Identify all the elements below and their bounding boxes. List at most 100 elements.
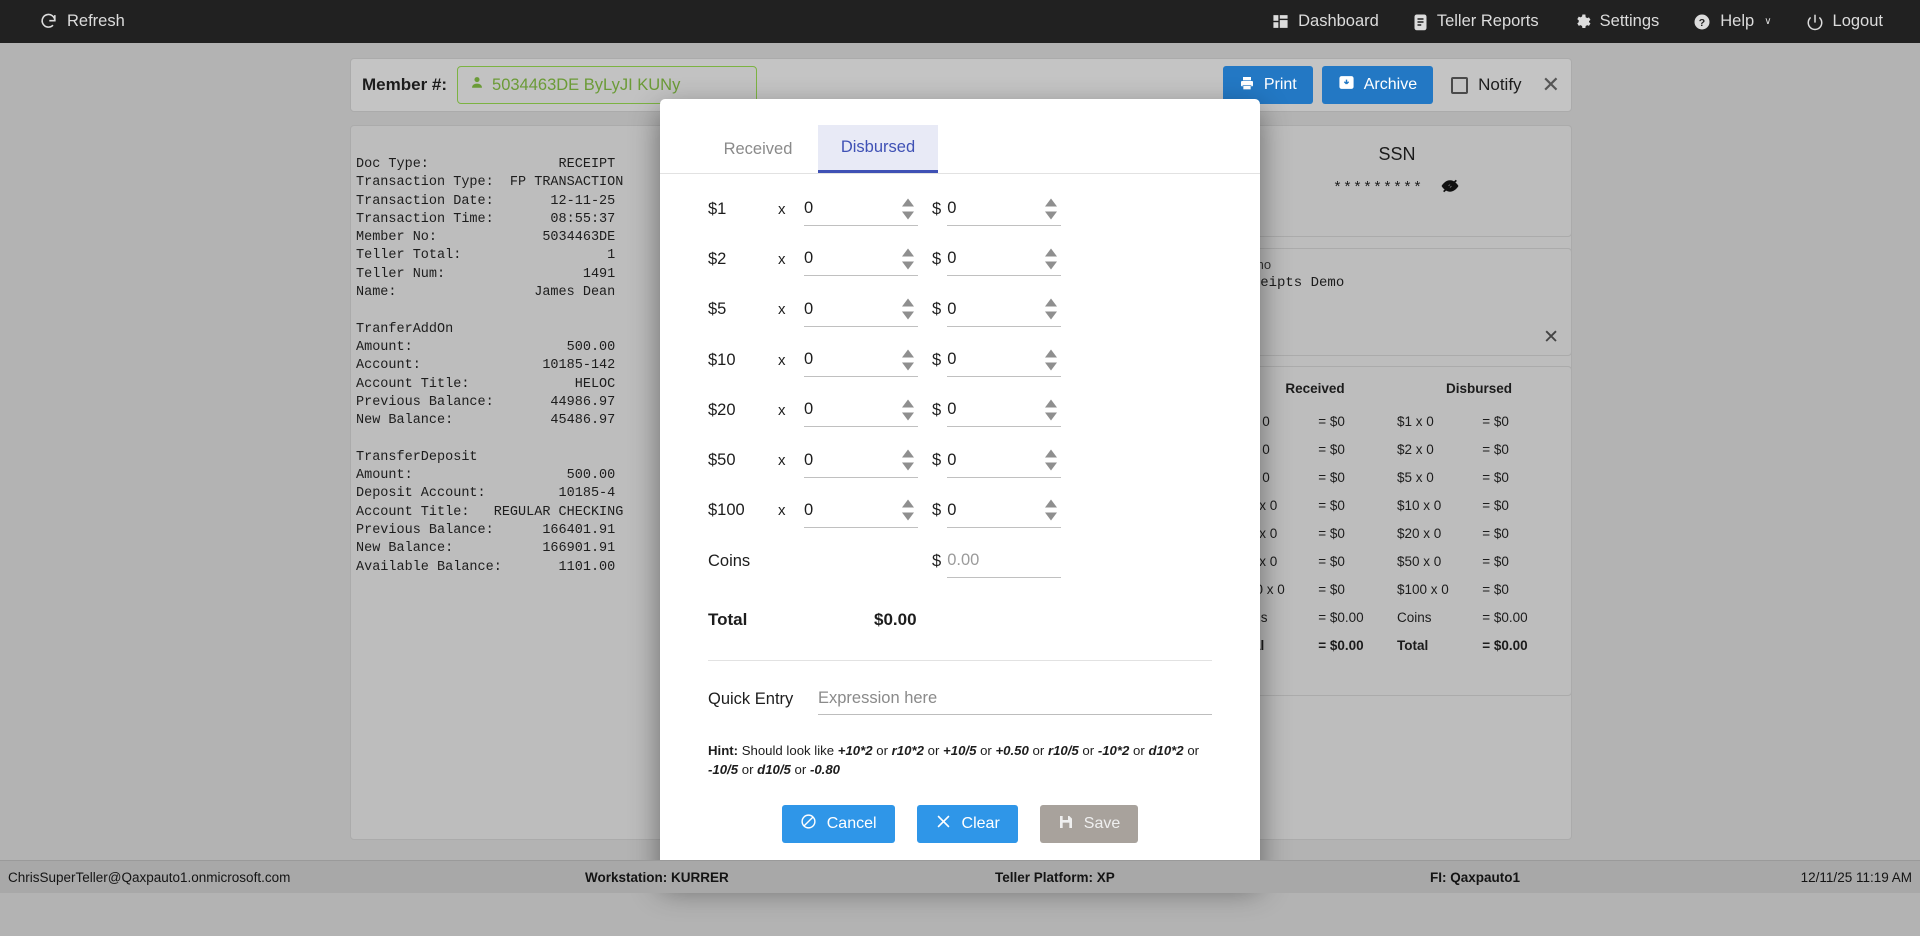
archive-button[interactable]: Archive xyxy=(1321,66,1434,104)
member-search-input[interactable]: 5034463DE ByLyJI KUNy xyxy=(457,66,758,104)
denomination-amount-spinner[interactable] xyxy=(1045,198,1058,220)
spinner-up-icon[interactable] xyxy=(1045,298,1058,307)
denomination-amount-input[interactable] xyxy=(947,400,1028,420)
denomination-count-input[interactable] xyxy=(804,500,884,520)
spinner-down-icon[interactable] xyxy=(902,211,914,220)
spinner-down-icon[interactable] xyxy=(902,261,914,270)
close-icon[interactable]: ✕ xyxy=(1541,72,1560,97)
denomination-amount-field[interactable] xyxy=(947,242,1062,277)
spinner-up-icon[interactable] xyxy=(1045,449,1058,458)
denomination-count-spinner[interactable] xyxy=(902,349,914,371)
cell-received-amount: = $0.00 xyxy=(1318,609,1364,625)
cell-disbursed-amount: = $0 xyxy=(1482,413,1509,429)
nav-logout[interactable]: Logout xyxy=(1789,0,1900,43)
spinner-up-icon[interactable] xyxy=(902,298,914,307)
denomination-count-spinner[interactable] xyxy=(902,298,914,320)
denomination-count-input[interactable] xyxy=(804,400,884,420)
spinner-up-icon[interactable] xyxy=(902,349,914,358)
refresh-button[interactable]: Refresh xyxy=(22,0,142,43)
denomination-count-input[interactable] xyxy=(804,350,884,370)
cell-disbursed-amount: = $0 xyxy=(1482,441,1509,457)
denomination-amount-field[interactable] xyxy=(947,293,1062,327)
quick-entry-input[interactable] xyxy=(818,689,1212,709)
denomination-count-field[interactable] xyxy=(804,192,918,227)
denomination-amount-spinner[interactable] xyxy=(1045,449,1058,471)
spinner-up-icon[interactable] xyxy=(902,449,914,458)
denomination-count-input[interactable] xyxy=(804,450,884,470)
denomination-amount-input[interactable] xyxy=(947,249,1028,269)
print-button[interactable]: Print xyxy=(1222,66,1313,104)
denomination-amount-input[interactable] xyxy=(947,500,1028,520)
spinner-down-icon[interactable] xyxy=(1045,311,1058,320)
denomination-count-spinner[interactable] xyxy=(902,248,914,270)
cell-disbursed-denom: $2 x 0 xyxy=(1396,441,1434,457)
topnav-right-group: Dashboard Teller Reports Settings xyxy=(1255,0,1900,43)
notify-checkbox-box[interactable] xyxy=(1451,76,1469,94)
denomination-count-spinner[interactable] xyxy=(902,198,914,220)
denomination-amount-spinner[interactable] xyxy=(1045,248,1058,270)
spinner-up-icon[interactable] xyxy=(1045,349,1058,358)
denomination-count-spinner[interactable] xyxy=(902,499,914,521)
denomination-count-input[interactable] xyxy=(804,249,884,269)
denomination-amount-spinner[interactable] xyxy=(1045,399,1058,421)
spinner-down-icon[interactable] xyxy=(902,311,914,320)
denomination-amount-field[interactable] xyxy=(947,393,1062,428)
denomination-amount-input[interactable] xyxy=(947,299,1028,319)
denomination-count-field[interactable] xyxy=(804,343,918,378)
denomination-amount-field[interactable] xyxy=(947,494,1062,528)
spinner-up-icon[interactable] xyxy=(1045,499,1058,508)
tab-received[interactable]: Received xyxy=(723,139,793,158)
nav-dashboard[interactable]: Dashboard xyxy=(1255,0,1396,43)
spinner-down-icon[interactable] xyxy=(902,412,914,421)
spinner-down-icon[interactable] xyxy=(902,512,914,521)
denomination-count-spinner[interactable] xyxy=(902,399,914,421)
cancel-button[interactable]: Cancel xyxy=(781,805,895,844)
denomination-amount-input[interactable] xyxy=(947,450,1028,470)
spinner-down-icon[interactable] xyxy=(1045,211,1058,220)
coins-amount-field[interactable] xyxy=(947,544,1062,579)
eye-off-icon[interactable] xyxy=(1439,177,1461,200)
denomination-amount-field[interactable] xyxy=(947,444,1062,478)
denomination-amount-input[interactable] xyxy=(947,350,1028,370)
denomination-amount-field[interactable] xyxy=(947,343,1062,378)
spinner-up-icon[interactable] xyxy=(1045,198,1058,207)
spinner-up-icon[interactable] xyxy=(902,248,914,257)
clear-button[interactable]: Clear xyxy=(916,805,1018,844)
spinner-down-icon[interactable] xyxy=(1045,412,1058,421)
spinner-down-icon[interactable] xyxy=(1045,261,1058,270)
tab-disbursed[interactable]: Disbursed xyxy=(818,125,938,173)
denomination-count-field[interactable] xyxy=(804,494,918,528)
spinner-down-icon[interactable] xyxy=(1045,362,1058,371)
denomination-count-input[interactable] xyxy=(804,199,884,219)
denomination-amount-spinner[interactable] xyxy=(1045,349,1058,371)
denomination-count-spinner[interactable] xyxy=(902,449,914,471)
spinner-up-icon[interactable] xyxy=(1045,399,1058,408)
nav-teller-reports[interactable]: Teller Reports xyxy=(1396,0,1556,43)
denomination-count-input[interactable] xyxy=(804,299,884,319)
spinner-up-icon[interactable] xyxy=(902,499,914,508)
quick-entry-field[interactable] xyxy=(818,683,1212,716)
denomination-amount-spinner[interactable] xyxy=(1045,298,1058,320)
denomination-amount-field[interactable] xyxy=(947,192,1062,227)
spinner-up-icon[interactable] xyxy=(902,198,914,207)
memo-close-icon[interactable]: ✕ xyxy=(1543,327,1559,348)
spinner-down-icon[interactable] xyxy=(902,462,914,471)
spinner-down-icon[interactable] xyxy=(1045,462,1058,471)
denomination-count-field[interactable] xyxy=(804,293,918,327)
notify-checkbox[interactable]: Notify xyxy=(1451,75,1522,95)
spinner-down-icon[interactable] xyxy=(1045,512,1058,521)
nav-help[interactable]: ? Help ∨ xyxy=(1676,0,1788,43)
footer-platform-label: Teller Platform: xyxy=(995,870,1094,885)
coins-amount-input[interactable] xyxy=(947,551,1052,571)
denomination-count-field[interactable] xyxy=(804,242,918,277)
spinner-up-icon[interactable] xyxy=(902,399,914,408)
denomination-count-field[interactable] xyxy=(804,393,918,428)
cell-disbursed-denom: $50 x 0 xyxy=(1396,553,1442,569)
spinner-up-icon[interactable] xyxy=(1045,248,1058,257)
denomination-amount-input[interactable] xyxy=(947,199,1028,219)
denomination-count-field[interactable] xyxy=(804,444,918,478)
nav-settings[interactable]: Settings xyxy=(1556,0,1677,43)
receipt-text: Doc Type: RECEIPT Transaction Type: FP T… xyxy=(356,157,624,575)
denomination-amount-spinner[interactable] xyxy=(1045,499,1058,521)
spinner-down-icon[interactable] xyxy=(902,362,914,371)
